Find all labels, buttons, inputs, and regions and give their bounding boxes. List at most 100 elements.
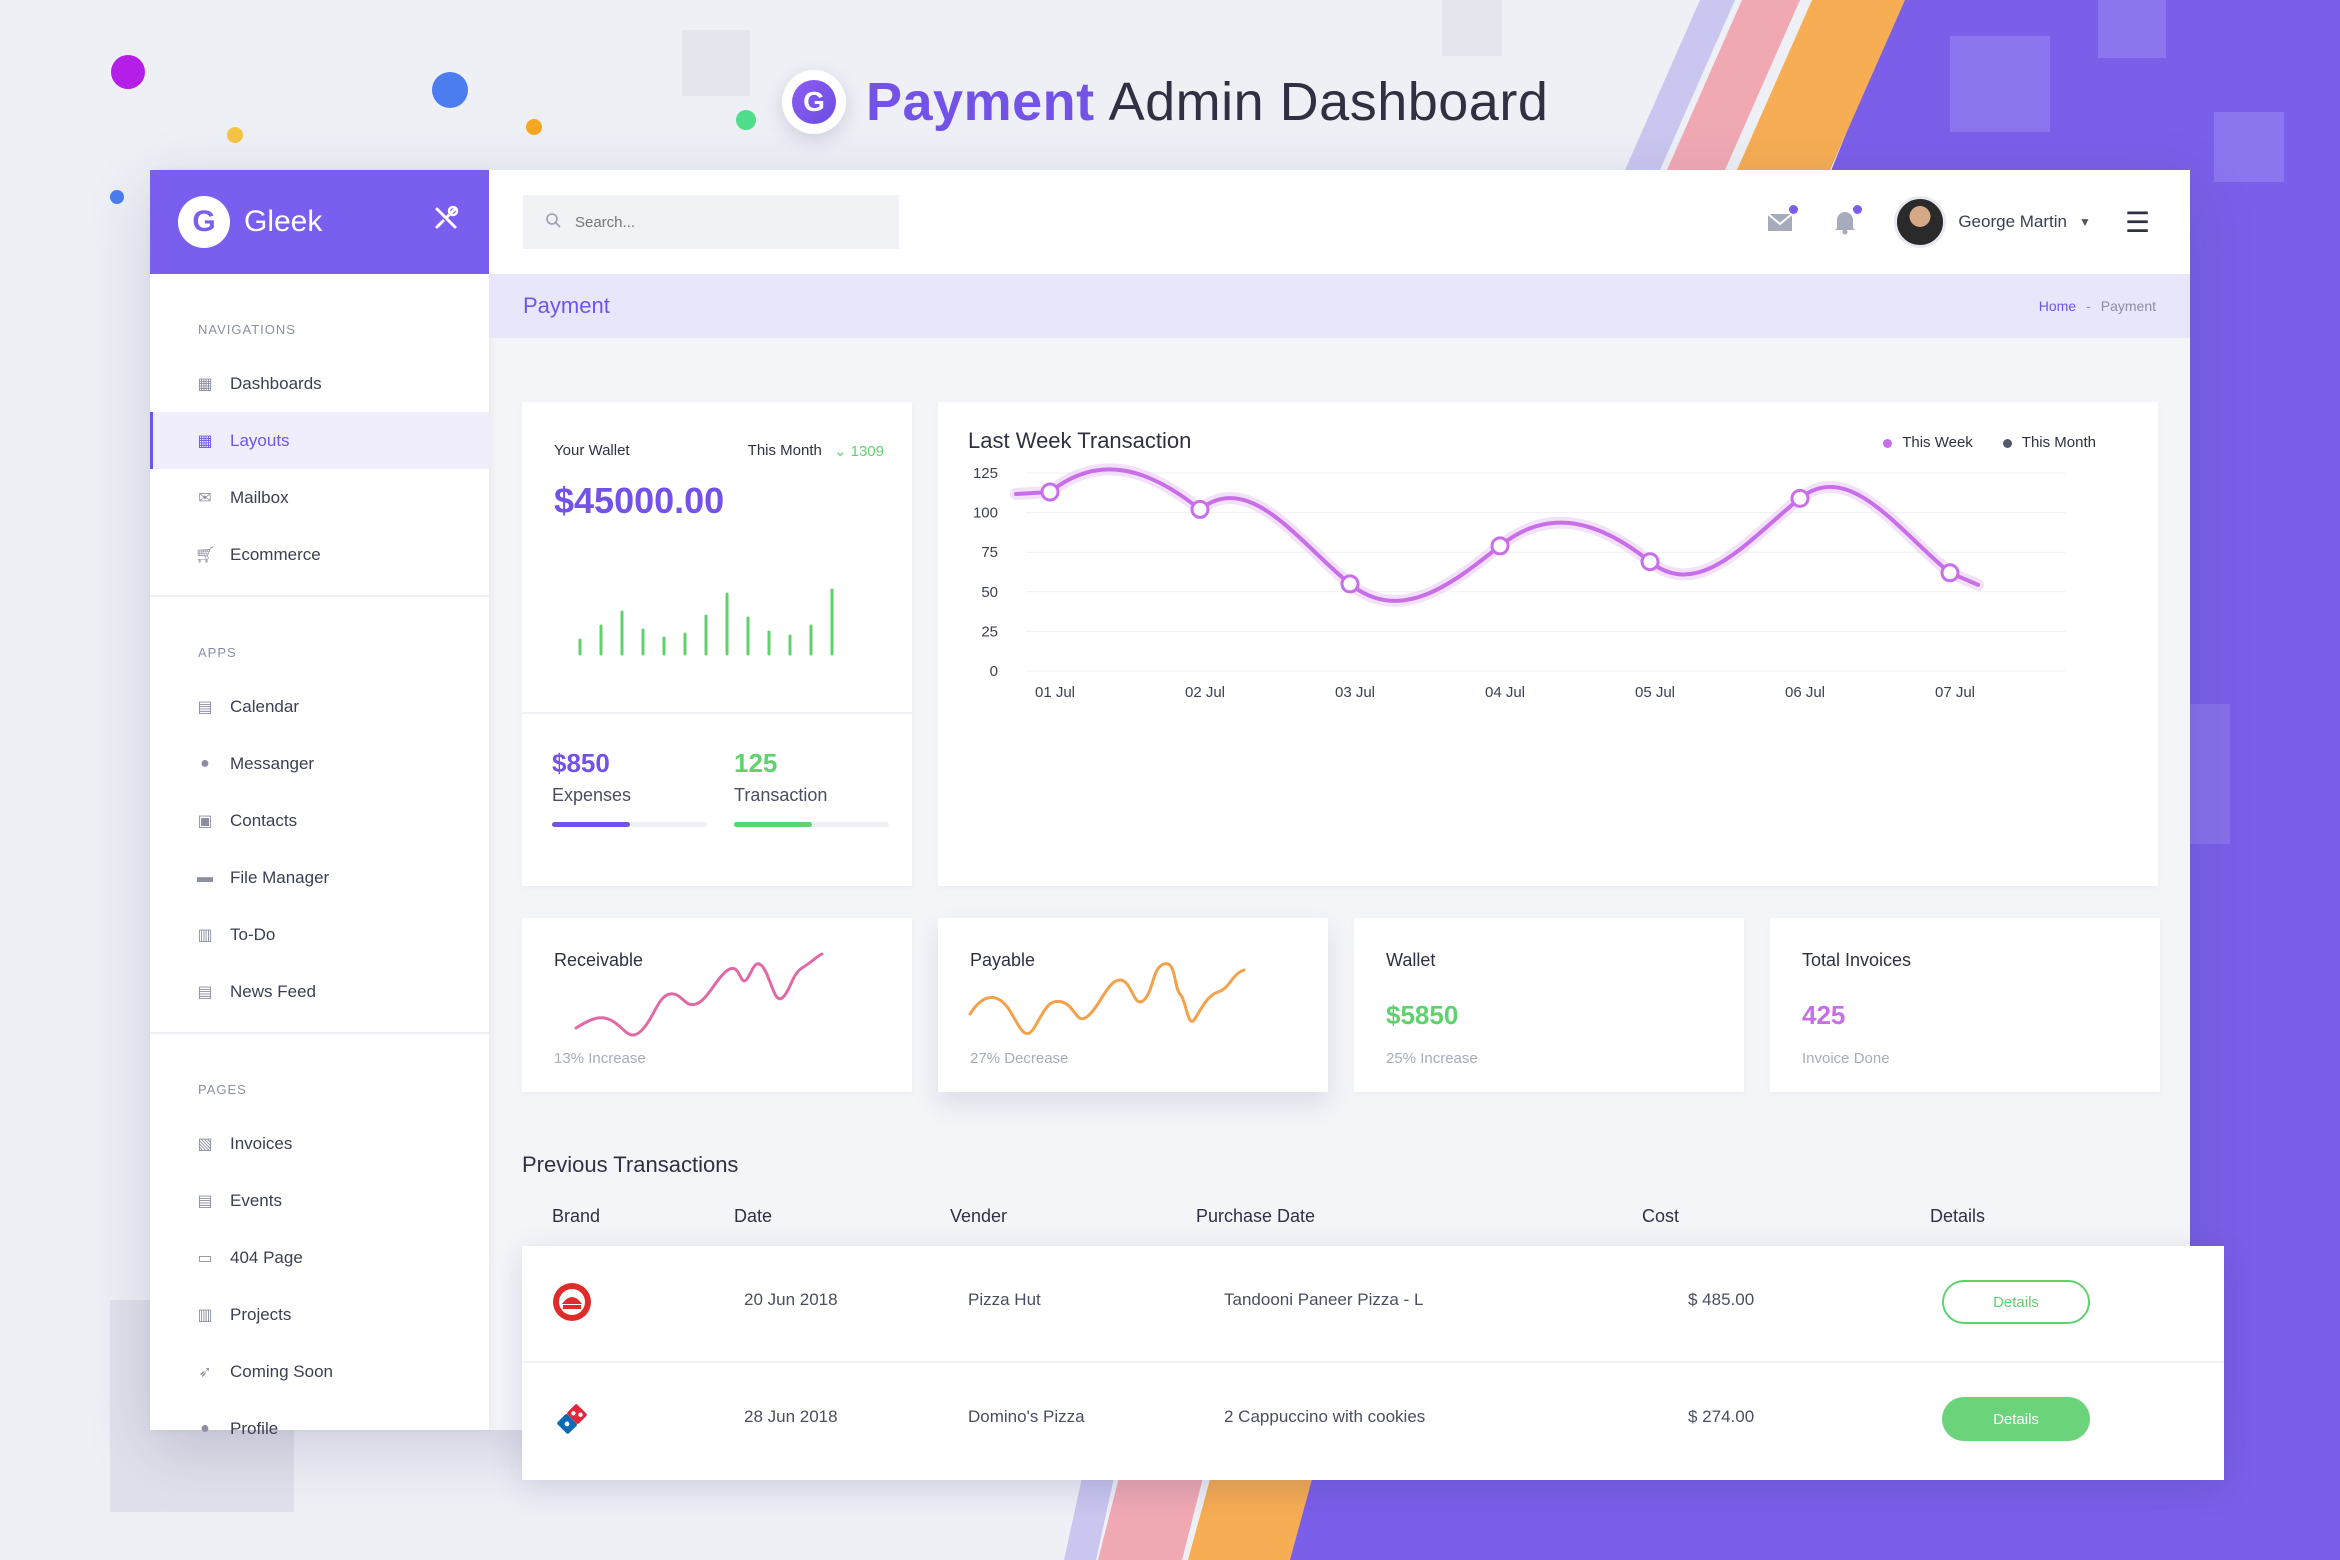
data-point: [1490, 536, 1510, 556]
notification-badge: [1853, 205, 1863, 214]
invoice-icon: ▧: [197, 1135, 213, 1153]
events-icon: ▤: [197, 1192, 213, 1210]
search-icon: [545, 212, 561, 232]
hero-title: G Payment Admin Dashboard: [782, 62, 1548, 142]
hamburger-menu-icon[interactable]: ☰: [2124, 206, 2150, 238]
caret-down-icon: ▼: [2079, 215, 2091, 229]
details-button[interactable]: Details: [1942, 1280, 2090, 1324]
sidebar-item-404-page[interactable]: ▭ 404 Page: [197, 1247, 303, 1267]
app-name: Gleek: [244, 205, 323, 238]
sidebar-brand: G Gleek: [150, 170, 489, 274]
details-button[interactable]: Details: [1942, 1397, 2090, 1441]
breadcrumb-home[interactable]: Home: [2038, 298, 2077, 314]
previous-transactions-title: Previous Transactions: [522, 1152, 739, 1177]
payable-title: Payable: [970, 950, 1036, 970]
sidebar-item-contacts[interactable]: ▣ Contacts: [197, 810, 298, 830]
wallet-label: Your Wallet: [554, 442, 630, 459]
wallet-summary-card: Wallet $5850 25% Increase: [1354, 918, 1744, 1092]
x-tick-label: 04 Jul: [1485, 684, 1525, 701]
dominos-logo-icon: [557, 1404, 587, 1434]
sidebar-item-mailbox[interactable]: ✉ Mailbox: [150, 469, 489, 526]
mail-icon[interactable]: [1766, 205, 1799, 237]
sidebar-item-todo[interactable]: ▥ To-Do: [197, 924, 276, 944]
y-tick-label: 125: [973, 465, 998, 482]
clipboard-icon: ▥: [197, 926, 213, 944]
column-date: Date: [734, 1206, 773, 1226]
folder-icon: ▬: [197, 868, 213, 886]
legend-this-week[interactable]: This Week: [1883, 434, 1973, 451]
receivable-card: Receivable 13% Increase: [522, 918, 912, 1092]
line-chart: 0 25 50 75 100 125 01 Jul 02 Jul 03 Jul 04 Jul 05 …: [973, 463, 2066, 701]
sidebar-item-layouts[interactable]: ▦ Layouts: [150, 412, 489, 469]
user-icon: ●: [200, 1419, 210, 1437]
total-invoices-subtitle: Invoice Done: [1802, 1050, 1890, 1067]
transaction-progress: [734, 822, 812, 827]
chat-icon: ●: [200, 754, 210, 772]
total-invoices-value: 425: [1802, 1000, 1846, 1030]
user-name: George Martin: [1958, 212, 2067, 231]
table-row: 20 Jun 2018 Pizza Hut Tandooni Paneer Pi…: [522, 1246, 2224, 1363]
sidebar-item-calendar[interactable]: ▤ Calendar: [197, 696, 299, 716]
projects-icon: ▥: [197, 1306, 213, 1324]
search-box[interactable]: [523, 195, 899, 249]
sidebar-item-messanger[interactable]: ● Messanger: [150, 735, 489, 792]
sidebar-item-coming-soon[interactable]: ➶ Coming Soon: [150, 1343, 489, 1400]
transaction-stat: 125 Transaction: [734, 748, 889, 827]
nav-section-navigations: NAVIGATIONS ▦ Dashboards ▦ Layouts ✉ Mailbo…: [150, 274, 489, 597]
payable-card: Payable 27% Decrease: [938, 918, 1328, 1092]
grid-icon: ▦: [197, 432, 213, 450]
chevron-down-icon: ⌄: [833, 443, 851, 460]
sidebar-item-ecommerce[interactable]: 🛒︎ Ecommerce: [194, 544, 321, 564]
x-tick-label: 01 Jul: [1035, 684, 1075, 701]
hero-subtitle: Admin Dashboard: [1108, 72, 1549, 132]
sidebar-item-projects[interactable]: ▥ Projects: [197, 1304, 292, 1324]
row-purchase: Tandooni Paneer Pizza - L: [1224, 1290, 1424, 1309]
y-tick-label: 50: [981, 584, 998, 601]
sidebar-item-dashboards[interactable]: ▦ Dashboards: [197, 373, 322, 393]
row-cost: $ 485.00: [1688, 1290, 1755, 1309]
mail-icon: ✉: [198, 489, 212, 507]
column-brand: Brand: [552, 1206, 601, 1226]
wallet-summary-value: $5850: [1386, 1000, 1459, 1030]
user-menu[interactable]: George Martin ▼: [1894, 196, 2091, 248]
hero-brand: Payment: [866, 72, 1095, 132]
search-input[interactable]: [575, 213, 875, 231]
cart-icon: 🛒︎: [194, 546, 216, 564]
total-invoices-title: Total Invoices: [1802, 950, 1912, 970]
sidebar: G Gleek NAVIGATIONS ▦ Dashboards ▦ Layouts…: [150, 170, 489, 1438]
sidebar-item-events[interactable]: ▤ Events: [197, 1190, 282, 1210]
expenses-stat: $850 Expenses: [552, 748, 707, 827]
payable-sparkline: [968, 962, 1246, 1036]
y-tick-label: 100: [973, 505, 998, 522]
nav-heading: PAGES: [198, 1082, 247, 1097]
nav-section-pages: PAGES ▧ Invoices ▤ Events ▭ 404 Page ▥ Proje…: [150, 1034, 489, 1469]
total-invoices-card: Total Invoices 425 Invoice Done: [1770, 918, 2160, 1092]
payable-subtitle: 27% Decrease: [970, 1050, 1069, 1067]
sidebar-item-invoices[interactable]: ▧ Invoices: [197, 1133, 293, 1153]
wallet-bar-sparkline: [578, 588, 834, 656]
sidebar-item-news-feed[interactable]: ▤ News Feed: [197, 981, 316, 1001]
column-details: Details: [1930, 1206, 1986, 1226]
wallet-summary-subtitle: 25% Increase: [1386, 1050, 1478, 1067]
rocket-icon: ➶: [198, 1363, 212, 1381]
bell-icon[interactable]: [1830, 205, 1863, 237]
x-tick-label: 06 Jul: [1785, 684, 1825, 701]
tools-icon[interactable]: [431, 203, 461, 241]
legend-this-month[interactable]: This Month: [2002, 434, 2096, 451]
breadcrumb-current: Payment: [2100, 298, 2156, 314]
transactions-table: 20 Jun 2018 Pizza Hut Tandooni Paneer Pi…: [522, 1246, 2224, 1480]
app-window: G Gleek NAVIGATIONS ▦ Dashboards ▦ Layouts…: [150, 170, 2190, 1438]
x-tick-label: 05 Jul: [1635, 684, 1675, 701]
error-page-icon: ▭: [197, 1249, 213, 1267]
sidebar-item-file-manager[interactable]: ▬ File Manager: [197, 867, 330, 887]
sidebar-item-profile[interactable]: ● Profile: [150, 1400, 489, 1457]
data-point: [1940, 563, 1960, 583]
wallet-change: 1309: [850, 443, 884, 460]
receivable-subtitle: 13% Increase: [554, 1050, 646, 1067]
column-vender: Vender: [950, 1206, 1008, 1226]
wallet-period[interactable]: This Month: [747, 442, 822, 459]
contact-icon: ▣: [197, 812, 213, 830]
x-tick-label: 07 Jul: [1935, 684, 1975, 701]
column-cost: Cost: [1642, 1206, 1680, 1226]
breadcrumb: Home - Payment: [2039, 298, 2156, 314]
